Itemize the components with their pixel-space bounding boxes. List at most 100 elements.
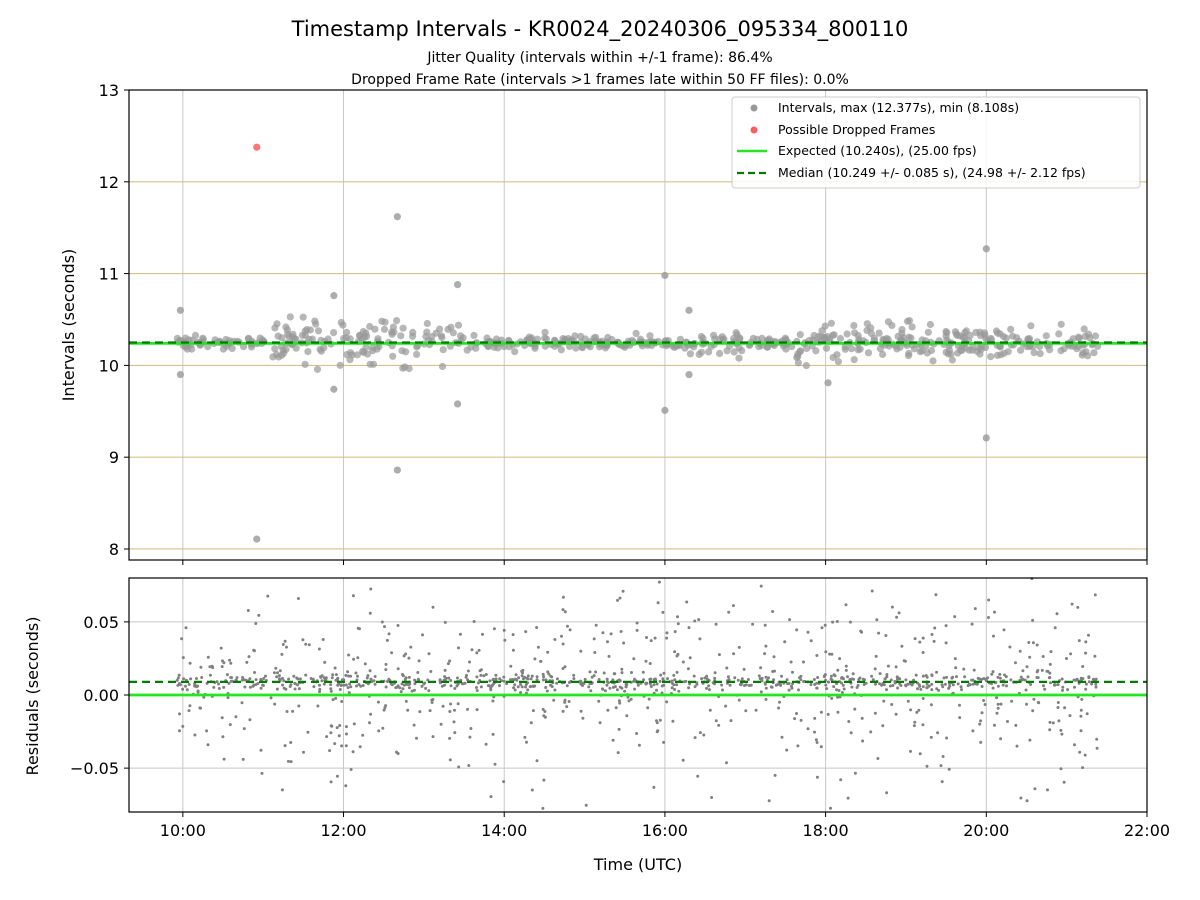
residual-point [431, 605, 435, 609]
residual-point [383, 625, 386, 629]
residual-point [767, 676, 770, 680]
residual-point [523, 675, 527, 679]
residual-point [1008, 645, 1012, 649]
residual-point [870, 589, 874, 593]
residual-point [700, 677, 704, 681]
interval-point [423, 328, 431, 336]
interval-point [313, 365, 322, 373]
residual-point [777, 706, 781, 710]
residual-point [386, 680, 389, 683]
interval-point [1060, 345, 1068, 353]
residual-point [850, 685, 854, 689]
top-y-tick-label: 13 [99, 81, 119, 100]
residual-point [672, 673, 676, 677]
residual-point [193, 733, 197, 737]
residual-point [659, 673, 663, 677]
residual-point [286, 759, 290, 763]
residual-point [447, 676, 451, 680]
residual-point [999, 702, 1003, 706]
residual-point [655, 682, 659, 686]
interval-point [981, 343, 990, 351]
residual-point [620, 686, 624, 690]
residual-point [839, 778, 843, 782]
residual-point [731, 604, 735, 608]
residual-point [1048, 676, 1052, 679]
residual-point [655, 688, 658, 692]
residual-point [863, 678, 866, 682]
interval-outlier-point [393, 466, 401, 474]
interval-outlier-point [982, 434, 990, 442]
residual-point [608, 686, 612, 690]
residual-point [925, 686, 929, 690]
residual-point [693, 736, 697, 740]
residual-point [334, 673, 338, 677]
residual-point [363, 662, 367, 666]
residual-point [477, 648, 481, 652]
interval-point [1027, 322, 1035, 330]
residual-point [705, 686, 708, 690]
residual-point [202, 695, 206, 699]
residual-point [1095, 746, 1099, 750]
interval-point [1046, 346, 1054, 354]
residual-point [221, 659, 224, 663]
residual-point [287, 677, 291, 681]
top-axes-frame [128, 89, 1148, 561]
residual-point [1060, 677, 1064, 681]
interval-outlier-point [454, 281, 462, 289]
residual-point [860, 716, 864, 720]
residual-point [319, 675, 323, 679]
residual-point [304, 673, 308, 677]
residual-point [644, 659, 648, 663]
residual-point [870, 674, 874, 678]
residual-point [603, 689, 607, 693]
residual-point [844, 603, 848, 607]
residual-point [383, 706, 387, 710]
residual-point [561, 608, 565, 612]
residual-point [1026, 675, 1030, 679]
residual-point [561, 709, 565, 713]
residual-point [438, 678, 442, 682]
interval-point [856, 345, 864, 353]
residual-point [182, 677, 186, 681]
interval-point [821, 322, 829, 330]
residual-point [661, 610, 665, 614]
residual-point [764, 697, 768, 701]
residual-point [520, 685, 524, 689]
residual-point [787, 688, 791, 692]
residual-point [227, 681, 231, 685]
residual-point [954, 666, 958, 670]
interval-point [397, 332, 405, 340]
residual-point [744, 709, 748, 713]
residual-point [906, 699, 910, 703]
residual-point [676, 652, 680, 656]
residual-point [883, 677, 887, 681]
residual-point [990, 672, 994, 676]
interval-point [681, 344, 689, 352]
residual-point [361, 684, 365, 687]
residual-point [898, 682, 902, 686]
residual-point [535, 678, 539, 682]
residual-point [932, 639, 936, 643]
residual-point [698, 731, 702, 735]
interval-point [389, 323, 397, 331]
residual-point [1046, 788, 1049, 792]
residual-point [1018, 649, 1022, 653]
residual-point [921, 636, 925, 640]
residual-point [248, 685, 252, 689]
residual-point [208, 665, 212, 669]
residual-point [526, 674, 530, 678]
residual-point [511, 648, 515, 652]
residual-point [340, 744, 344, 748]
residual-point [520, 674, 524, 678]
residual-point [469, 727, 473, 730]
residual-point [696, 774, 700, 778]
residual-point [248, 677, 252, 681]
residual-point [726, 675, 730, 679]
residual-point [737, 645, 741, 649]
residual-point [1056, 701, 1060, 704]
residual-point [878, 672, 882, 676]
residual-point [356, 656, 360, 660]
residual-point [254, 622, 258, 625]
legend-marker-dropped [750, 126, 758, 134]
residual-point [494, 673, 498, 677]
